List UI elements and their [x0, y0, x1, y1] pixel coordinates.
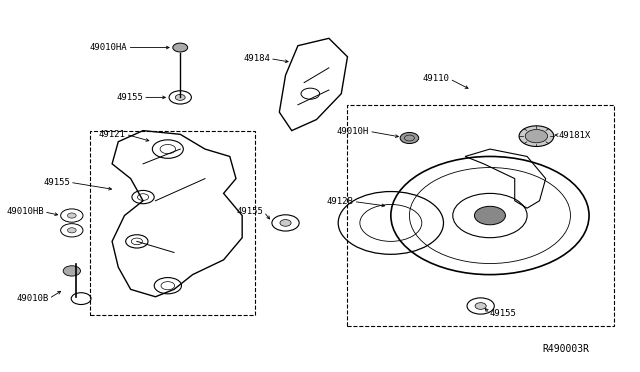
- Text: 49121: 49121: [99, 130, 125, 139]
- Text: 4912B: 4912B: [327, 197, 354, 206]
- Text: 49010B: 49010B: [17, 294, 49, 303]
- Text: 49155: 49155: [116, 93, 143, 102]
- Circle shape: [63, 266, 81, 276]
- Text: 49010HA: 49010HA: [90, 43, 127, 52]
- Circle shape: [67, 228, 76, 233]
- Circle shape: [175, 94, 185, 100]
- Text: 49184: 49184: [243, 54, 270, 63]
- Text: R490003R: R490003R: [542, 344, 589, 354]
- Circle shape: [519, 126, 554, 147]
- Text: 49155: 49155: [43, 178, 70, 187]
- Text: 49010HB: 49010HB: [6, 207, 44, 217]
- Circle shape: [525, 129, 548, 143]
- Circle shape: [475, 303, 486, 310]
- Circle shape: [474, 206, 506, 225]
- Circle shape: [400, 132, 419, 144]
- Circle shape: [173, 43, 188, 52]
- Text: 49155: 49155: [237, 207, 264, 217]
- Text: 49110: 49110: [423, 74, 450, 83]
- Text: 49010H: 49010H: [337, 127, 369, 136]
- Text: 49155: 49155: [490, 309, 517, 318]
- Circle shape: [67, 213, 76, 218]
- Text: 49181X: 49181X: [558, 131, 590, 140]
- Circle shape: [280, 219, 291, 226]
